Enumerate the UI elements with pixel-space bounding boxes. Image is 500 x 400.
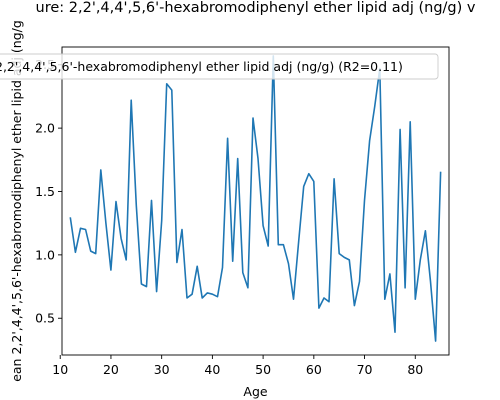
chart-title: ure: 2,2',4,4',5,6'-hexabromodiphenyl et… <box>36 0 476 16</box>
x-tick-label: 60 <box>306 362 322 377</box>
y-axis-ticks: 0.51.01.52.02.5 <box>35 57 62 325</box>
legend: 2,2',4,4',5,6'-hexabromodiphenyl ether l… <box>0 54 438 79</box>
plot-area <box>62 47 449 355</box>
y-tick-label: 1.0 <box>35 247 55 262</box>
x-tick-label: 50 <box>255 362 271 377</box>
x-tick-label: 80 <box>407 362 423 377</box>
y-tick-label: 0.5 <box>35 311 55 326</box>
x-tick-label: 70 <box>357 362 373 377</box>
y-tick-label: 2.0 <box>35 121 55 136</box>
x-tick-label: 20 <box>103 362 119 377</box>
legend-label: 2,2',4,4',5,6'-hexabromodiphenyl ether l… <box>0 59 403 74</box>
x-tick-label: 10 <box>52 362 68 377</box>
x-axis-ticks: 10 20 30 40 50 60 70 80 <box>52 355 423 377</box>
x-tick-label: 40 <box>204 362 220 377</box>
x-axis-label: Age <box>243 384 267 399</box>
y-tick-label: 1.5 <box>35 184 55 199</box>
x-tick-label: 30 <box>154 362 170 377</box>
